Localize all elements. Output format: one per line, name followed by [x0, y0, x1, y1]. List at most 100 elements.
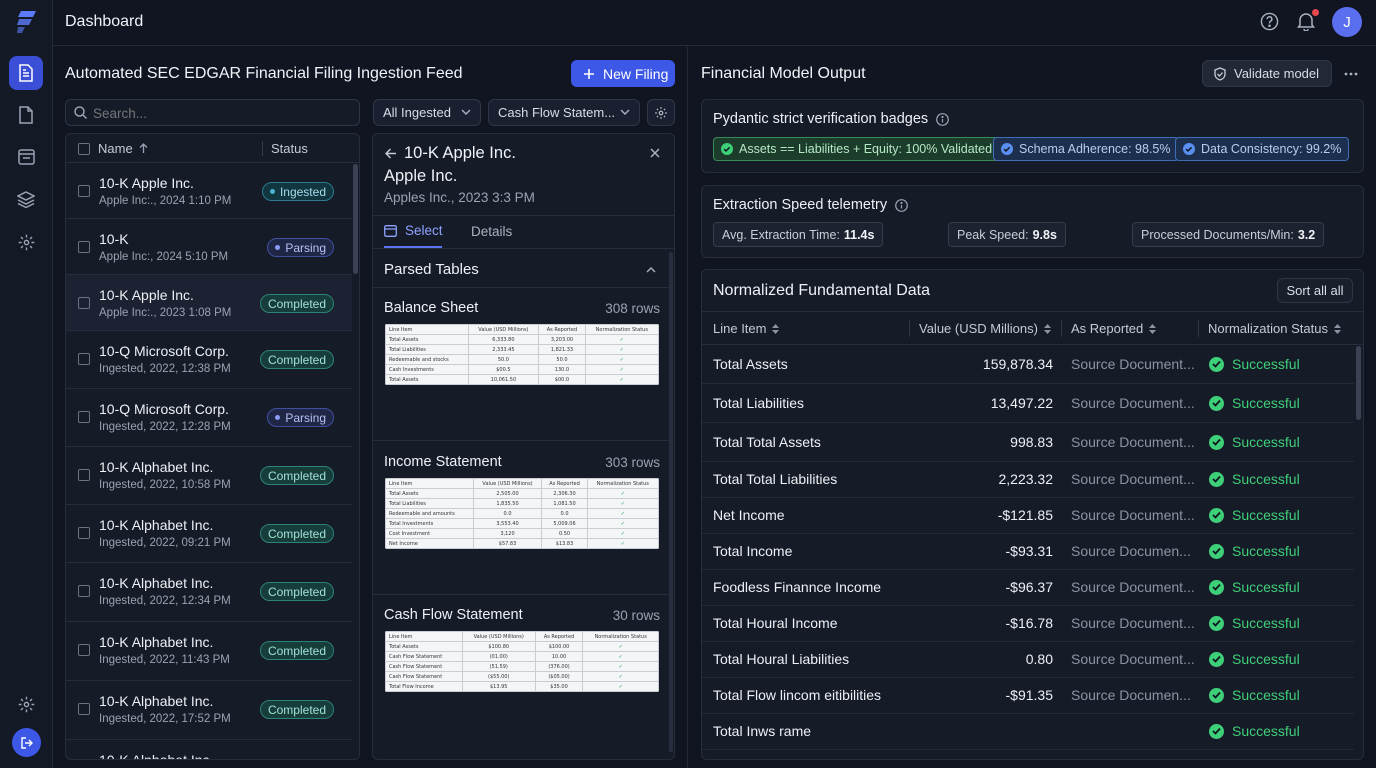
- data-scrollbar[interactable]: [1356, 346, 1361, 420]
- check-circle-icon: [1209, 651, 1224, 667]
- nav-bottom-settings-icon[interactable]: [9, 687, 43, 721]
- data-column-header[interactable]: Line Item: [713, 321, 780, 336]
- data-column-header[interactable]: Value (USD Millions): [919, 321, 1051, 336]
- close-icon[interactable]: [650, 148, 660, 158]
- logout-icon[interactable]: [12, 728, 41, 757]
- data-row[interactable]: Total Liabilities 13,497.22 Source Documen…: [702, 384, 1354, 423]
- filing-row[interactable]: 10-K Apple Inc:, 2024 5:10 PM Parsing: [66, 219, 352, 275]
- row-checkbox[interactable]: [78, 644, 90, 656]
- filing-row[interactable]: 10-K Alphabet Inc. Ingested, 2022, 11:43 …: [66, 622, 352, 681]
- as-reported-link[interactable]: Source Document...: [1071, 615, 1195, 631]
- filter-settings-button[interactable]: [647, 99, 675, 126]
- filing-subtitle: Ingested, 2022, 10:58 PM: [99, 479, 231, 491]
- ingest-filter-select[interactable]: All Ingested: [373, 99, 481, 126]
- sort-all-button[interactable]: Sort all all: [1277, 278, 1353, 303]
- nav-inbox-icon[interactable]: [9, 140, 43, 174]
- filing-row[interactable]: 10-K Apple Inc. Apple Inc:., 2024 1:10 PM…: [66, 163, 352, 219]
- as-reported-link[interactable]: Source Document...: [1071, 651, 1195, 667]
- telemetry-section-title: Extraction Speed telemetry: [713, 197, 908, 213]
- tab-select[interactable]: Select: [384, 223, 443, 238]
- check-circle-icon: [1209, 615, 1224, 631]
- parsed-table-card[interactable]: Income Statement 303 rows Line Item Value (…: [373, 442, 674, 595]
- parsed-table-name: Cash Flow Statement: [384, 607, 523, 623]
- search-box[interactable]: [65, 99, 360, 126]
- data-row[interactable]: Total Assets 159,878.34 Source Document...…: [702, 345, 1354, 384]
- help-icon[interactable]: [1260, 12, 1279, 31]
- nav-layers-icon[interactable]: [9, 182, 43, 216]
- filing-list: Name Status 10-K Apple Inc. Apple Inc:., …: [65, 133, 360, 760]
- validate-model-button[interactable]: Validate model: [1202, 60, 1332, 87]
- feed-scrollbar[interactable]: [353, 164, 358, 274]
- filing-row[interactable]: 10-Q Microsoft Corp. Ingested, 2022, 12:2…: [66, 389, 352, 447]
- row-checkbox[interactable]: [78, 703, 90, 715]
- filing-row[interactable]: 10-K Alphabet Inc. Ingested, 2022, 12:34 …: [66, 563, 352, 622]
- status-dot: [275, 245, 281, 250]
- parsed-table-card[interactable]: Cash Flow Statement 30 rows Line Item Value…: [373, 595, 674, 759]
- data-row[interactable]: Total Houral Income -$16.78 Source Documen…: [702, 606, 1354, 642]
- as-reported-link[interactable]: Source Document...: [1071, 356, 1195, 372]
- as-reported-link[interactable]: Source Document...: [1071, 471, 1195, 487]
- preview-cell: Total Assets: [385, 641, 463, 652]
- select-all-checkbox[interactable]: [78, 143, 90, 155]
- data-row[interactable]: Net Income -$121.85 Source Document... Succ…: [702, 498, 1354, 534]
- value-cell: 159,878.34: [982, 356, 1053, 372]
- data-column-header[interactable]: Normalization Status: [1208, 321, 1341, 336]
- data-row[interactable]: Total Income -$93.31 Source Documen... Succ…: [702, 534, 1354, 570]
- data-row[interactable]: Total Inws rame Successful: [702, 714, 1354, 750]
- column-label: Normalization Status: [1208, 321, 1328, 336]
- back-arrow-icon[interactable]: [385, 148, 397, 159]
- parsed-table-card[interactable]: Balance Sheet 308 rows Line Item Value (USD…: [373, 288, 674, 441]
- data-row[interactable]: Total Flow lincom eitibilities -$91.35 Sou…: [702, 678, 1354, 714]
- info-icon[interactable]: [895, 198, 908, 212]
- nav-settings-icon[interactable]: [9, 225, 43, 259]
- row-checkbox[interactable]: [78, 411, 90, 423]
- chevron-up-icon[interactable]: [646, 266, 656, 273]
- as-reported-link[interactable]: Source Documen...: [1071, 543, 1191, 559]
- row-checkbox[interactable]: [78, 185, 90, 197]
- status-badge-label: Completed: [267, 643, 326, 658]
- data-row[interactable]: Total Houral Liabilities 0.80 Source Docum…: [702, 642, 1354, 678]
- filing-row[interactable]: 10-K Alphabet Inc.: [66, 740, 352, 759]
- filing-row[interactable]: 10-K Alphabet Inc. Ingested, 2022, 17:52 …: [66, 681, 352, 740]
- info-icon[interactable]: [936, 112, 950, 126]
- tab-details[interactable]: Details: [471, 224, 513, 239]
- data-column-header[interactable]: As Reported: [1071, 321, 1157, 336]
- preview-cell: 50.0: [538, 354, 586, 365]
- filing-row[interactable]: 10-K Alphabet Inc. Ingested, 2022, 10:58 …: [66, 447, 352, 505]
- filing-subtitle: Ingested, 2022, 11:43 PM: [99, 654, 230, 666]
- row-checkbox[interactable]: [78, 241, 90, 253]
- nav-file-icon[interactable]: [9, 98, 43, 132]
- detail-scrollbar[interactable]: [669, 252, 673, 752]
- preview-cell: Total Investments: [385, 518, 474, 529]
- row-checkbox[interactable]: [78, 585, 90, 597]
- preview-cell: ✓: [582, 671, 659, 682]
- data-row[interactable]: Total Total Liabilities 2,223.32 Source Do…: [702, 462, 1354, 498]
- name-column-header[interactable]: Name: [98, 141, 148, 156]
- filing-row[interactable]: 10-K Alphabet Inc. Ingested, 2022, 09:21 …: [66, 505, 352, 563]
- as-reported-link[interactable]: Source Document...: [1071, 579, 1195, 595]
- filing-row[interactable]: 10-Q Microsoft Corp. Ingested, 2022, 12:3…: [66, 331, 352, 389]
- as-reported-link[interactable]: Source Document...: [1071, 434, 1195, 450]
- preview-cell: ✓: [582, 681, 659, 692]
- row-checkbox[interactable]: [78, 353, 90, 365]
- new-filing-button[interactable]: New Filing: [571, 60, 675, 87]
- data-row[interactable]: Foodless Finannce Income -$96.37 Source Do…: [702, 570, 1354, 606]
- row-checkbox[interactable]: [78, 297, 90, 309]
- row-checkbox[interactable]: [78, 469, 90, 481]
- notifications-bell-icon[interactable]: [1297, 12, 1315, 31]
- preview-cell: ✓: [584, 354, 659, 365]
- as-reported-link[interactable]: Source Document...: [1071, 395, 1195, 411]
- more-options-icon[interactable]: [1344, 72, 1358, 76]
- as-reported-link[interactable]: Source Document...: [1071, 507, 1195, 523]
- avatar[interactable]: J: [1332, 7, 1362, 37]
- row-checkbox[interactable]: [78, 527, 90, 539]
- filing-row[interactable]: 10-K Apple Inc. Apple Inc:., 2023 1:08 PM…: [66, 275, 352, 331]
- data-row[interactable]: Total Total Assets 998.83 Source Document.…: [702, 423, 1354, 462]
- preview-cell: ✓: [582, 641, 659, 652]
- status-column-header[interactable]: Status: [271, 141, 308, 156]
- search-input[interactable]: [93, 104, 353, 122]
- as-reported-link[interactable]: Source Documen...: [1071, 687, 1191, 703]
- nav-documents-icon[interactable]: [9, 56, 43, 90]
- normalization-status: Successful: [1209, 434, 1300, 450]
- statement-filter-select[interactable]: Cash Flow Statem...: [488, 99, 640, 126]
